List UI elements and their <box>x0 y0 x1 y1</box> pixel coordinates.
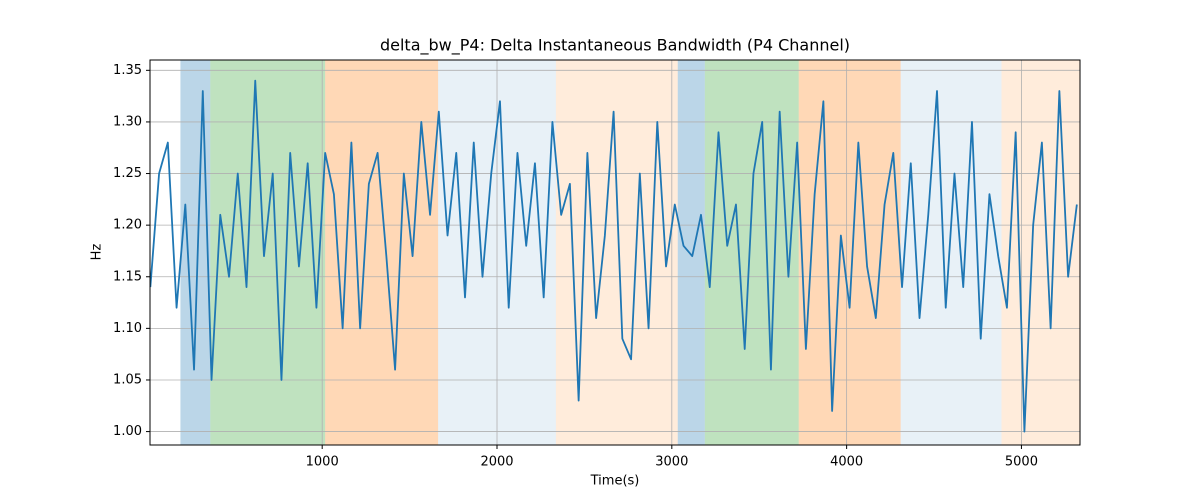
plot <box>149 79 1078 433</box>
x-tick-label: 1000 <box>306 455 339 470</box>
region <box>798 60 901 445</box>
axes-frame <box>149 59 1081 446</box>
region <box>210 60 326 445</box>
x-tick-label: 3000 <box>655 455 688 470</box>
region <box>555 60 678 445</box>
y-tick-label: 1.15 <box>113 269 142 284</box>
x-tick-label: 2000 <box>480 455 513 470</box>
y-tick-label: 1.30 <box>113 114 142 129</box>
data-line <box>149 79 1078 433</box>
y-tick-label: 1.05 <box>113 372 142 387</box>
y-tick-label: 1.20 <box>113 218 142 233</box>
y-tick-label: 1.00 <box>113 424 142 439</box>
region <box>704 60 799 445</box>
x-tick-label: 4000 <box>830 455 863 470</box>
y-tick-label: 1.25 <box>113 166 142 181</box>
y-axis-label: Hz <box>90 244 105 261</box>
region <box>677 60 705 445</box>
regions <box>180 60 1080 445</box>
region <box>325 60 439 445</box>
y-tick-label: 1.35 <box>113 63 142 78</box>
region <box>180 60 211 445</box>
chart-title: delta_bw_P4: Delta Instantaneous Bandwid… <box>380 36 850 56</box>
y-tick-label: 1.10 <box>113 321 142 336</box>
region <box>1001 60 1080 445</box>
x-axis-label: Time(s) <box>590 474 640 489</box>
region <box>900 60 1002 445</box>
x-tick-label: 5000 <box>1005 455 1038 470</box>
